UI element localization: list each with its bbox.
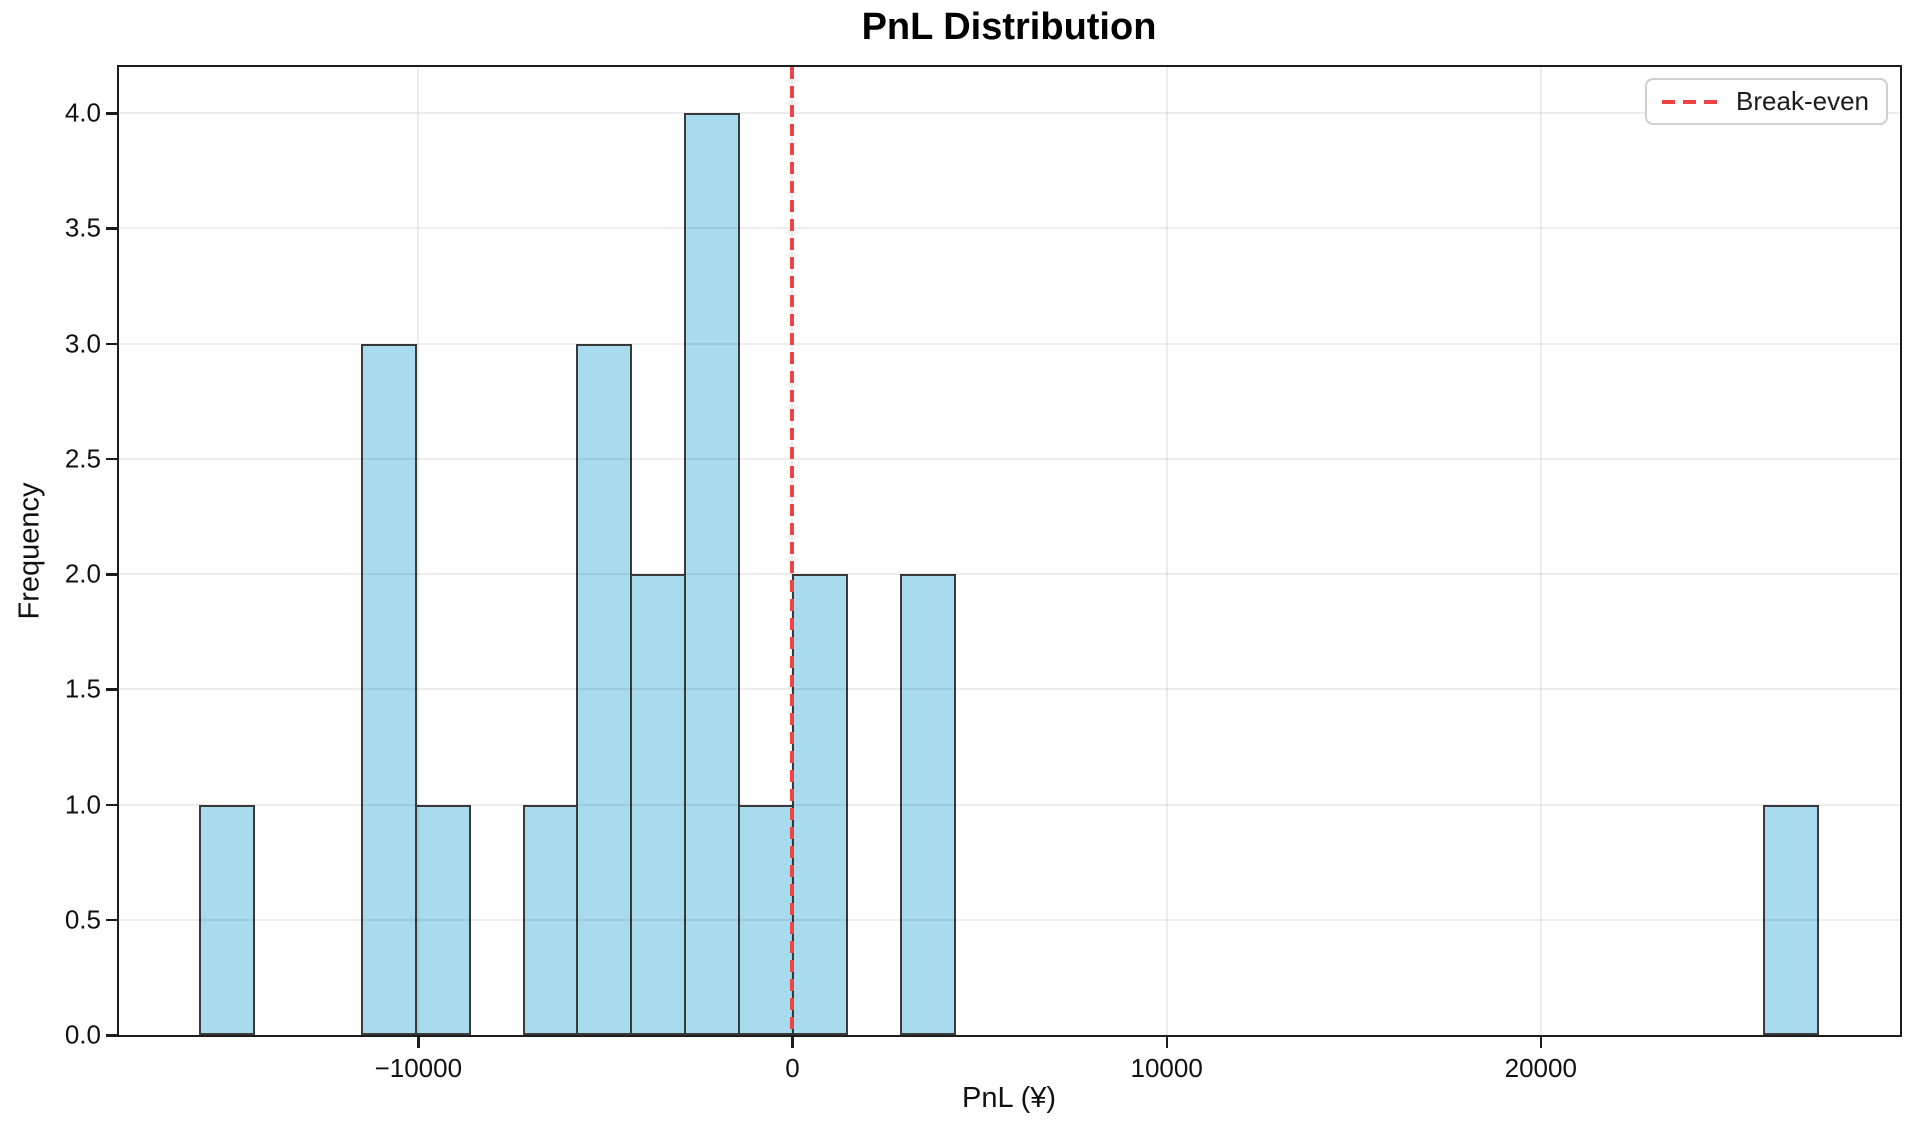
x-tick-label: 20000 xyxy=(1504,1053,1577,1083)
histogram-bar xyxy=(576,343,633,1035)
histogram-bar xyxy=(360,343,417,1035)
legend: Break-even xyxy=(1645,78,1888,125)
y-tick-label: 3.0 xyxy=(64,328,101,359)
histogram-bar xyxy=(630,574,687,1035)
x-tick-label: 0 xyxy=(785,1053,800,1083)
red-dashed-line-icon xyxy=(1662,99,1719,104)
y-tick-label: 2.0 xyxy=(64,558,101,589)
histogram-bar xyxy=(414,804,471,1035)
y-axis-tick xyxy=(106,227,117,230)
histogram-bar xyxy=(738,804,795,1035)
y-tick-label: 3.5 xyxy=(64,212,101,243)
gridline-horizontal xyxy=(119,112,1900,115)
y-tick-label: 4.0 xyxy=(64,97,101,128)
y-axis-tick xyxy=(106,457,117,461)
y-tick-label: 1.0 xyxy=(64,789,101,820)
y-tick-label: 2.5 xyxy=(64,443,101,474)
x-axis-tick xyxy=(1539,1037,1543,1048)
histogram-bar xyxy=(1763,804,1820,1035)
legend-label: Break-even xyxy=(1736,86,1869,116)
y-axis-tick xyxy=(106,573,117,576)
gridline-horizontal xyxy=(119,227,1900,230)
y-axis-tick xyxy=(106,918,117,922)
x-axis-tick xyxy=(417,1037,420,1048)
y-axis-tick xyxy=(106,688,117,691)
y-axis-label: Frequency xyxy=(13,482,46,620)
x-tick-label: 10000 xyxy=(1130,1053,1203,1083)
histogram-bar xyxy=(198,804,255,1035)
y-tick-label: 0.5 xyxy=(64,904,101,935)
y-tick-label: 1.5 xyxy=(64,673,101,704)
x-axis-label: PnL (¥) xyxy=(961,1082,1057,1114)
histogram-bar xyxy=(792,574,849,1035)
histogram-bar xyxy=(522,804,579,1035)
gridline-vertical xyxy=(1165,67,1168,1035)
y-axis-tick xyxy=(106,112,117,115)
y-axis-tick xyxy=(106,342,117,346)
x-tick-label: −10000 xyxy=(374,1053,463,1083)
y-axis-tick xyxy=(106,1034,117,1037)
gridline-vertical xyxy=(1539,67,1542,1035)
x-axis-tick xyxy=(1165,1037,1169,1048)
y-axis-tick xyxy=(106,803,117,807)
plot-area: Break-even xyxy=(117,65,1902,1037)
x-axis-tick xyxy=(791,1037,794,1048)
y-tick-label: 0.0 xyxy=(64,1019,101,1050)
histogram-bar xyxy=(684,113,741,1035)
histogram-bar xyxy=(900,574,957,1035)
chart-title: PnL Distribution xyxy=(861,6,1157,48)
